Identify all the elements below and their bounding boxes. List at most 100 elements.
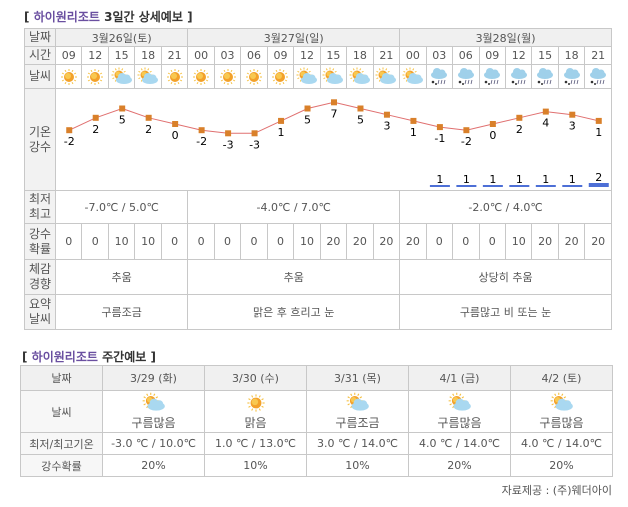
- temperature-label: -2: [64, 135, 75, 148]
- sun-cloud-icon: [296, 67, 317, 84]
- precip-label: 1: [463, 173, 470, 186]
- temperature-label: 5: [304, 114, 311, 127]
- time-slot: 00: [399, 46, 427, 65]
- time-slot: 15: [107, 46, 136, 65]
- rain-cloud-icon: [457, 67, 474, 85]
- weekly-date: 4/2 (토): [510, 365, 613, 391]
- pop-slot: 20: [584, 223, 612, 260]
- day-date: 3월27일(일): [187, 28, 401, 47]
- pop-slot: 20: [399, 223, 427, 260]
- weather-slot: [399, 64, 427, 89]
- weather-slot: [531, 64, 559, 89]
- pop-slot: 0: [425, 223, 454, 260]
- weekly-pop: 20%: [408, 454, 511, 477]
- sun-icon: [246, 68, 263, 85]
- weekly-weather: 맑음: [204, 390, 307, 433]
- weekly-weather-text: 구름많음: [131, 416, 176, 430]
- time-slot: 21: [584, 46, 612, 65]
- time-slot: 09: [54, 46, 83, 65]
- temperature-label: 3: [383, 120, 390, 133]
- weather-slot: [478, 64, 506, 89]
- temperature-chart-cell: -2 2 5 2 0 -2 -3 -3 1 5 7 5 3 1 -1 1 -2 1 0 1 2 1 4 1 3 1 1 2: [55, 88, 612, 191]
- weekly-date: 4/1 (금): [408, 365, 511, 391]
- label-line: 날씨: [28, 312, 52, 326]
- precip-label: 1: [436, 173, 443, 186]
- sun-cloud-icon: [322, 67, 344, 84]
- pop-slot: 0: [266, 223, 295, 260]
- day-minmax: -2.0℃ / 4.0℃: [399, 190, 612, 224]
- sun-cloud-icon: [349, 67, 370, 84]
- sun-cloud-icon: [142, 392, 165, 411]
- label-line: 강수: [28, 139, 52, 154]
- pop-slot: 10: [504, 223, 533, 260]
- label-weather: 날씨: [24, 64, 56, 89]
- time-slot: 18: [134, 46, 162, 65]
- title-text: 3일간 상세예보: [104, 10, 183, 24]
- temperature-point: [463, 127, 470, 134]
- temperature-label: -2: [196, 135, 207, 148]
- data-source: 자료제공 : (주)웨더아이: [501, 484, 612, 497]
- precip-bar: [456, 185, 477, 187]
- precip-label: 1: [569, 173, 576, 186]
- temperature-point: [251, 130, 258, 137]
- rain-cloud-icon: [590, 67, 607, 85]
- label-weather: 날씨: [20, 390, 103, 433]
- brand-name: 하이원리조트: [31, 350, 98, 364]
- temperature-point: [92, 114, 99, 121]
- day-minmax: -4.0℃ / 7.0℃: [187, 190, 401, 224]
- precip-bar: [562, 185, 583, 187]
- short-term-title: [ 하이원리조트 3일간 상세예보 ]: [24, 10, 193, 24]
- precip-label: 2: [595, 171, 602, 184]
- temperature-chart: -2 2 5 2 0 -2 -3 -3 1 5 7 5 3 1 -1 1 -2 1 0 1 2 1 4 1 3 1 1 2: [64, 99, 609, 187]
- time-slot: 18: [557, 46, 586, 65]
- temperature-point: [331, 99, 337, 106]
- time-slot: 00: [187, 46, 215, 65]
- label-minmax: 최저 최고: [24, 190, 56, 224]
- sun-icon: [60, 68, 77, 85]
- day-feel: 추움: [187, 259, 401, 295]
- pop-slot: 20: [319, 223, 348, 260]
- label-line: 강수: [28, 226, 52, 241]
- weather-slot: [319, 64, 348, 89]
- temperature-label: -2: [461, 135, 472, 148]
- sun-icon: [193, 68, 210, 85]
- precip-bar: [535, 185, 556, 187]
- temperature-label: 0: [172, 129, 179, 142]
- label-temp: 최저/최고기온: [20, 432, 103, 455]
- label-line: 기온: [28, 124, 52, 139]
- pop-slot: 0: [213, 223, 242, 260]
- sun-icon: [166, 68, 183, 85]
- temperature-point: [145, 114, 152, 121]
- weekly-temp: -3.0 ℃ / 10.0℃: [102, 432, 205, 455]
- temperature-label: 2: [516, 123, 523, 136]
- time-slot: 06: [452, 46, 480, 65]
- weather-slot: [425, 64, 454, 89]
- weather-slot: [160, 64, 189, 89]
- day-summary: 구름조금: [54, 294, 189, 330]
- sun-cloud-icon: [375, 67, 397, 84]
- sun-icon: [272, 68, 289, 85]
- weekly-weather: 구름많음: [102, 390, 205, 433]
- temperature-point: [436, 124, 443, 131]
- weekly-temp: 3.0 ℃ / 14.0℃: [306, 432, 409, 455]
- time-slot: 15: [319, 46, 348, 65]
- weather-slot: [372, 64, 401, 89]
- weather-slot: [240, 64, 268, 89]
- weather-slot: [81, 64, 109, 89]
- label-line: 체감: [28, 262, 52, 276]
- time-slot: 18: [346, 46, 374, 65]
- pop-slot: 20: [531, 223, 559, 260]
- weekly-weather-text: 구름많음: [437, 416, 482, 430]
- sun-cloud-icon: [402, 67, 423, 84]
- temperature-label: 2: [145, 123, 152, 136]
- brand-name: 하이원리조트: [33, 10, 100, 24]
- pop-slot: 20: [346, 223, 374, 260]
- weekly-pop: 10%: [204, 454, 307, 477]
- temperature-point: [66, 127, 73, 134]
- pop-slot: 20: [557, 223, 586, 260]
- temperature-label: 5: [357, 114, 364, 127]
- weather-slot: [452, 64, 480, 89]
- pop-slot: 0: [452, 223, 480, 260]
- label-line: 요약: [28, 297, 52, 311]
- sun-icon: [246, 394, 265, 412]
